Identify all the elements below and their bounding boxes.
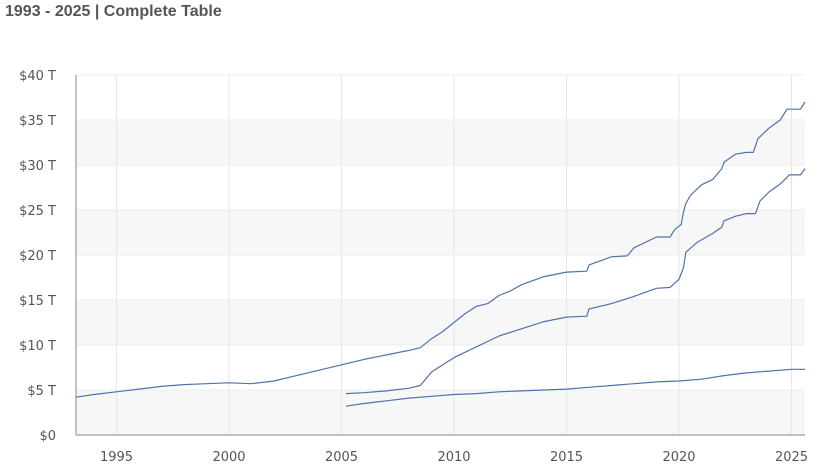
- y-tick-label: $30 T: [19, 159, 56, 174]
- y-tick-label: $15 T: [19, 294, 56, 309]
- x-tick-label: 2000: [212, 450, 245, 465]
- y-tick-label: $10 T: [19, 339, 56, 354]
- x-tick-label: 2015: [550, 450, 583, 465]
- y-tick-label: $20 T: [19, 249, 56, 264]
- x-tick-label: 1995: [100, 450, 133, 465]
- plot-band: [76, 75, 805, 120]
- page-title: 1993 - 2025 | Complete Table: [5, 3, 222, 20]
- plot-band: [76, 165, 805, 210]
- x-tick-label: 2020: [662, 450, 695, 465]
- plot-band: [76, 120, 805, 165]
- plot-background-bands: [76, 75, 805, 435]
- y-tick-label: $5 T: [27, 384, 56, 399]
- plot-band: [76, 255, 805, 300]
- y-tick-label: $0: [39, 429, 56, 444]
- x-tick-labels: 1995 2000 2005 2010 2015 2020 2025: [100, 450, 808, 465]
- x-tick-label: 2010: [437, 450, 470, 465]
- series-line-3: [345, 368, 805, 407]
- plot-band: [76, 210, 805, 255]
- plot-band: [76, 390, 805, 435]
- y-tick-label: $25 T: [19, 204, 56, 219]
- y-tick-label: $40 T: [19, 69, 56, 84]
- x-tick-label: 2025: [775, 450, 808, 465]
- series-line-2: [345, 168, 806, 395]
- plot-band: [76, 300, 805, 345]
- x-tick-label: 2005: [325, 450, 358, 465]
- series-line-1: [75, 101, 806, 398]
- y-tick-label: $35 T: [19, 114, 56, 129]
- series-lines: [75, 101, 806, 407]
- y-tick-labels: $0 $5 T $10 T $15 T $20 T $25 T $30 T $35 T $40 …: [19, 69, 56, 444]
- plot-band: [76, 345, 805, 390]
